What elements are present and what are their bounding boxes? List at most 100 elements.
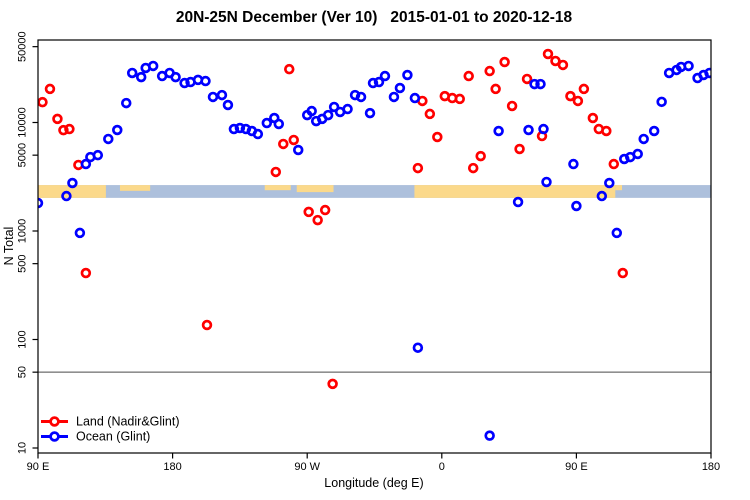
x-tick-label: 180 bbox=[163, 461, 181, 473]
ocean-point bbox=[638, 133, 649, 145]
land-point bbox=[412, 162, 424, 174]
ocean-point bbox=[170, 71, 181, 83]
land-point bbox=[38, 96, 48, 108]
ocean-point bbox=[342, 103, 353, 115]
ocean-point bbox=[92, 149, 104, 161]
ocean-point bbox=[632, 148, 643, 160]
ocean-point bbox=[216, 89, 228, 101]
land-point bbox=[550, 55, 561, 67]
data-points bbox=[38, 48, 711, 441]
x-tick-label: 180 bbox=[702, 461, 720, 473]
land-point bbox=[514, 143, 525, 155]
ocean-point bbox=[648, 125, 660, 137]
ocean-point bbox=[261, 117, 273, 129]
land-point bbox=[52, 113, 63, 125]
ocean-point bbox=[355, 91, 367, 103]
y-tick-label: 50 bbox=[17, 366, 29, 378]
ocean-point bbox=[103, 133, 114, 145]
ocean-point bbox=[373, 76, 385, 88]
x-tick-label: 0 bbox=[439, 461, 445, 473]
ocean-point bbox=[120, 97, 132, 109]
ocean-point bbox=[74, 227, 86, 239]
chart-title: 20N-25N December (Ver 10) 2015-01-01 to … bbox=[176, 9, 573, 26]
map-strip-land bbox=[119, 185, 151, 191]
ocean-point bbox=[292, 144, 304, 156]
y-axis-ticks: 10 50 100 500 1000 5000 10000 50000 bbox=[17, 31, 38, 454]
land-point bbox=[490, 83, 501, 95]
ocean-point bbox=[412, 342, 424, 353]
x-axis-title: Longitude (deg E) bbox=[324, 476, 423, 490]
land-point bbox=[499, 56, 510, 68]
y-tick-label: 500 bbox=[17, 254, 29, 272]
ocean-point bbox=[402, 69, 413, 81]
y-tick-label: 1000 bbox=[17, 219, 29, 243]
land-point bbox=[617, 267, 629, 279]
land-point bbox=[484, 65, 495, 77]
ocean-point bbox=[179, 77, 190, 89]
ocean-point bbox=[135, 71, 147, 83]
ocean-point bbox=[67, 177, 78, 189]
map-strip-land bbox=[615, 185, 623, 191]
ocean-point bbox=[112, 124, 123, 136]
ocean-point bbox=[228, 123, 240, 135]
x-tick-label: 90 E bbox=[565, 461, 588, 473]
ocean-point bbox=[529, 78, 540, 90]
ocean-point bbox=[367, 77, 379, 89]
land-point bbox=[319, 204, 331, 216]
legend: Land (Nadir&Glint) Ocean (Glint) bbox=[41, 415, 180, 444]
ocean-point bbox=[484, 430, 495, 441]
y-axis-title: N Total bbox=[2, 227, 16, 266]
ocean-point bbox=[538, 123, 549, 135]
legend-land-marker-icon bbox=[49, 416, 60, 427]
plot-border bbox=[37, 39, 712, 454]
land-point bbox=[587, 112, 599, 124]
land-point bbox=[327, 378, 338, 390]
map-strip-land bbox=[296, 185, 334, 193]
ocean-point bbox=[394, 82, 406, 94]
land-point bbox=[278, 138, 289, 150]
land-point bbox=[201, 319, 213, 331]
land-point bbox=[288, 134, 299, 146]
ocean-point bbox=[568, 158, 579, 170]
ocean-point bbox=[571, 200, 582, 212]
land-point bbox=[44, 83, 56, 95]
world-map-strip bbox=[38, 185, 711, 198]
y-tick-label: 50000 bbox=[17, 31, 29, 62]
land-point bbox=[312, 214, 323, 226]
map-strip-land bbox=[38, 185, 106, 198]
ocean-point bbox=[604, 177, 615, 189]
y-tick-label: 10 bbox=[17, 442, 29, 454]
ocean-point bbox=[493, 125, 504, 137]
ocean-point bbox=[322, 109, 334, 121]
ocean-point bbox=[364, 107, 376, 119]
ocean-point bbox=[683, 60, 694, 72]
land-point bbox=[572, 95, 584, 107]
land-point bbox=[578, 83, 590, 95]
legend-land-label: Land (Nadir&Glint) bbox=[76, 415, 180, 429]
land-point bbox=[270, 166, 282, 178]
land-point bbox=[521, 73, 533, 85]
land-point bbox=[424, 108, 436, 120]
x-tick-label: 90 W bbox=[294, 461, 320, 473]
land-point bbox=[565, 90, 576, 102]
ocean-point bbox=[328, 101, 340, 113]
land-point bbox=[506, 100, 518, 112]
map-strip-land bbox=[264, 185, 291, 191]
ocean-point bbox=[611, 227, 623, 239]
land-point bbox=[64, 123, 75, 135]
legend-ocean-marker-icon bbox=[49, 431, 60, 442]
land-point bbox=[432, 131, 443, 143]
ocean-point bbox=[596, 190, 608, 202]
land-point bbox=[80, 267, 92, 279]
y-tick-label: 5000 bbox=[17, 143, 29, 167]
ocean-point bbox=[379, 70, 391, 82]
x-axis-ticks: 90 E 180 90 W 0 90 E 180 bbox=[27, 453, 720, 473]
ocean-point bbox=[523, 124, 534, 136]
legend-ocean-label: Ocean (Glint) bbox=[76, 430, 150, 444]
y-tick-label: 10000 bbox=[17, 107, 29, 138]
land-point bbox=[454, 93, 465, 105]
ocean-point bbox=[306, 105, 317, 117]
land-point bbox=[475, 150, 486, 162]
land-point bbox=[284, 63, 295, 75]
